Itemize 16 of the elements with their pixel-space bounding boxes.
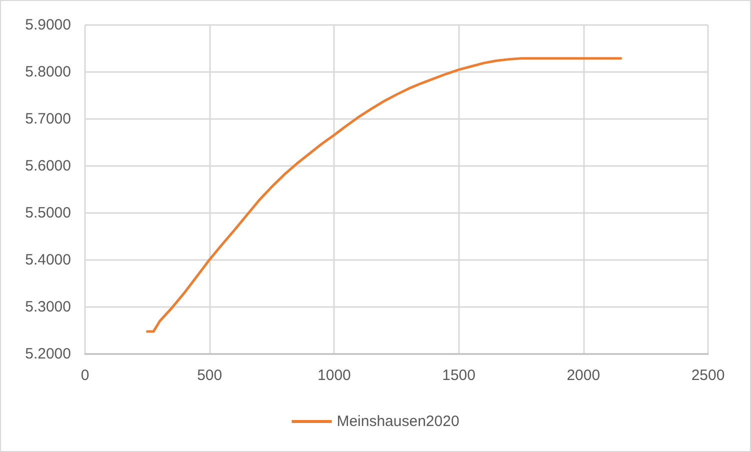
x-tick-label: 500 [197,367,222,384]
x-tick-label: 2000 [566,367,600,384]
x-tick-label: 2500 [691,367,725,384]
y-tick-label: 5.4000 [25,252,71,268]
y-tick-label: 5.8000 [25,64,71,80]
y-tick-label: 5.9000 [25,16,71,34]
x-tick-label: 1000 [318,367,351,384]
x-tick-label: 0 [80,367,90,384]
y-tick-label: 5.5000 [25,204,71,222]
y-tick-label: 5.6000 [25,158,71,174]
legend-label: Meinshausen2020 [336,413,460,430]
y-tick-label: 5.2000 [25,346,71,362]
y-tick-label: 5.3000 [25,298,71,316]
x-tick-label: 1500 [442,367,476,384]
line-series [146,57,622,333]
y-tick-label: 5.7000 [25,110,71,128]
